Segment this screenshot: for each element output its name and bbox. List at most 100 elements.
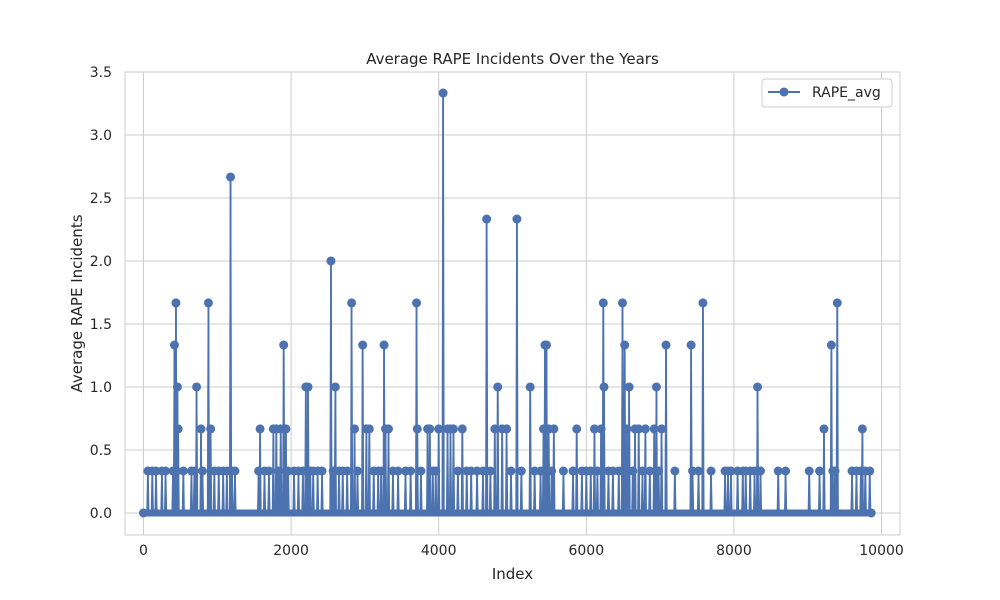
data-point — [138, 508, 148, 518]
data-point — [317, 466, 327, 476]
legend: RAPE_avg — [761, 78, 893, 108]
y-tick-label: 3.5 — [90, 65, 112, 81]
data-point — [698, 298, 708, 308]
data-point — [326, 256, 336, 266]
data-point — [172, 382, 182, 392]
data-point — [651, 382, 661, 392]
data-point — [478, 466, 488, 476]
x-tick-label: 0 — [139, 543, 148, 559]
data-point — [819, 424, 829, 434]
data-point — [541, 340, 551, 350]
data-point — [226, 172, 236, 182]
data-point — [826, 340, 836, 350]
y-tick-label: 0.0 — [90, 506, 112, 522]
data-point — [781, 466, 791, 476]
y-tick-label: 3.0 — [90, 128, 112, 144]
data-point — [865, 466, 875, 476]
data-point — [379, 340, 389, 350]
y-tick-label: 1.0 — [90, 380, 112, 396]
data-point — [161, 466, 171, 476]
data-point — [572, 424, 582, 434]
x-tick-label: 2000 — [273, 543, 309, 559]
data-point — [485, 466, 495, 476]
data-point — [726, 466, 736, 476]
data-point — [657, 424, 667, 434]
data-point — [586, 466, 596, 476]
data-point — [438, 88, 448, 98]
x-tick-label: 10000 — [859, 543, 904, 559]
data-point — [493, 382, 503, 392]
x-tick-label: 4000 — [421, 543, 457, 559]
data-point — [637, 466, 647, 476]
data-point — [192, 382, 202, 392]
data-point — [412, 424, 422, 434]
data-point — [536, 466, 546, 476]
data-point — [614, 466, 624, 476]
data-point — [274, 466, 284, 476]
grid — [125, 71, 900, 535]
x-tick-label: 8000 — [716, 543, 752, 559]
data-point — [350, 424, 360, 434]
data-point — [645, 466, 655, 476]
data-point — [516, 466, 526, 476]
chart-title: Average RAPE Incidents Over the Years — [366, 50, 659, 68]
data-point — [815, 466, 825, 476]
data-point — [434, 424, 444, 434]
data-point — [694, 466, 703, 476]
data-point — [640, 424, 650, 434]
data-point — [706, 466, 716, 476]
data-point — [448, 424, 458, 434]
data-point — [376, 466, 386, 476]
data-point — [525, 382, 535, 392]
data-point — [866, 508, 876, 518]
data-point — [568, 466, 578, 476]
data-point — [661, 340, 671, 350]
data-point — [196, 424, 206, 434]
data-point — [412, 298, 422, 308]
data-point — [171, 298, 181, 308]
data-point — [353, 466, 362, 476]
data-point — [230, 466, 240, 476]
data-point — [622, 424, 632, 434]
data-point — [506, 466, 516, 476]
data-point — [670, 466, 680, 476]
y-tick-label: 2.5 — [90, 191, 112, 207]
data-point — [342, 466, 352, 476]
data-point — [830, 466, 840, 476]
data-point — [330, 382, 340, 392]
data-point — [773, 466, 783, 476]
data-point — [431, 466, 441, 476]
data-point — [393, 466, 403, 476]
data-point — [832, 298, 842, 308]
data-point — [173, 424, 183, 434]
data-point — [502, 424, 512, 434]
data-point — [857, 424, 867, 434]
plot-area — [124, 71, 901, 536]
data-point — [756, 466, 765, 476]
data-point — [592, 466, 602, 476]
data-point — [686, 340, 696, 350]
data-point — [189, 466, 199, 476]
data-point — [279, 340, 289, 350]
data-point — [654, 466, 664, 476]
data-point — [347, 298, 357, 308]
data-point — [624, 382, 634, 392]
legend-label: RAPE_avg — [812, 85, 881, 101]
data-point — [358, 340, 368, 350]
y-axis: 0.0 0.5 1.0 1.5 2.0 2.5 3.0 3.5 — [90, 65, 112, 522]
data-point — [589, 424, 599, 434]
data-point — [198, 466, 207, 476]
data-point — [178, 466, 188, 476]
data-point — [598, 298, 608, 308]
data-point — [298, 466, 308, 476]
data-point — [172, 466, 182, 476]
x-axis: 0 2000 4000 6000 8000 10000 — [139, 543, 904, 559]
y-tick-label: 2.0 — [90, 254, 112, 270]
data-point — [406, 466, 416, 476]
data-point — [364, 424, 374, 434]
data-point — [558, 466, 568, 476]
data-point — [457, 424, 467, 434]
series-rape-avg — [138, 88, 876, 518]
data-point — [634, 424, 644, 434]
